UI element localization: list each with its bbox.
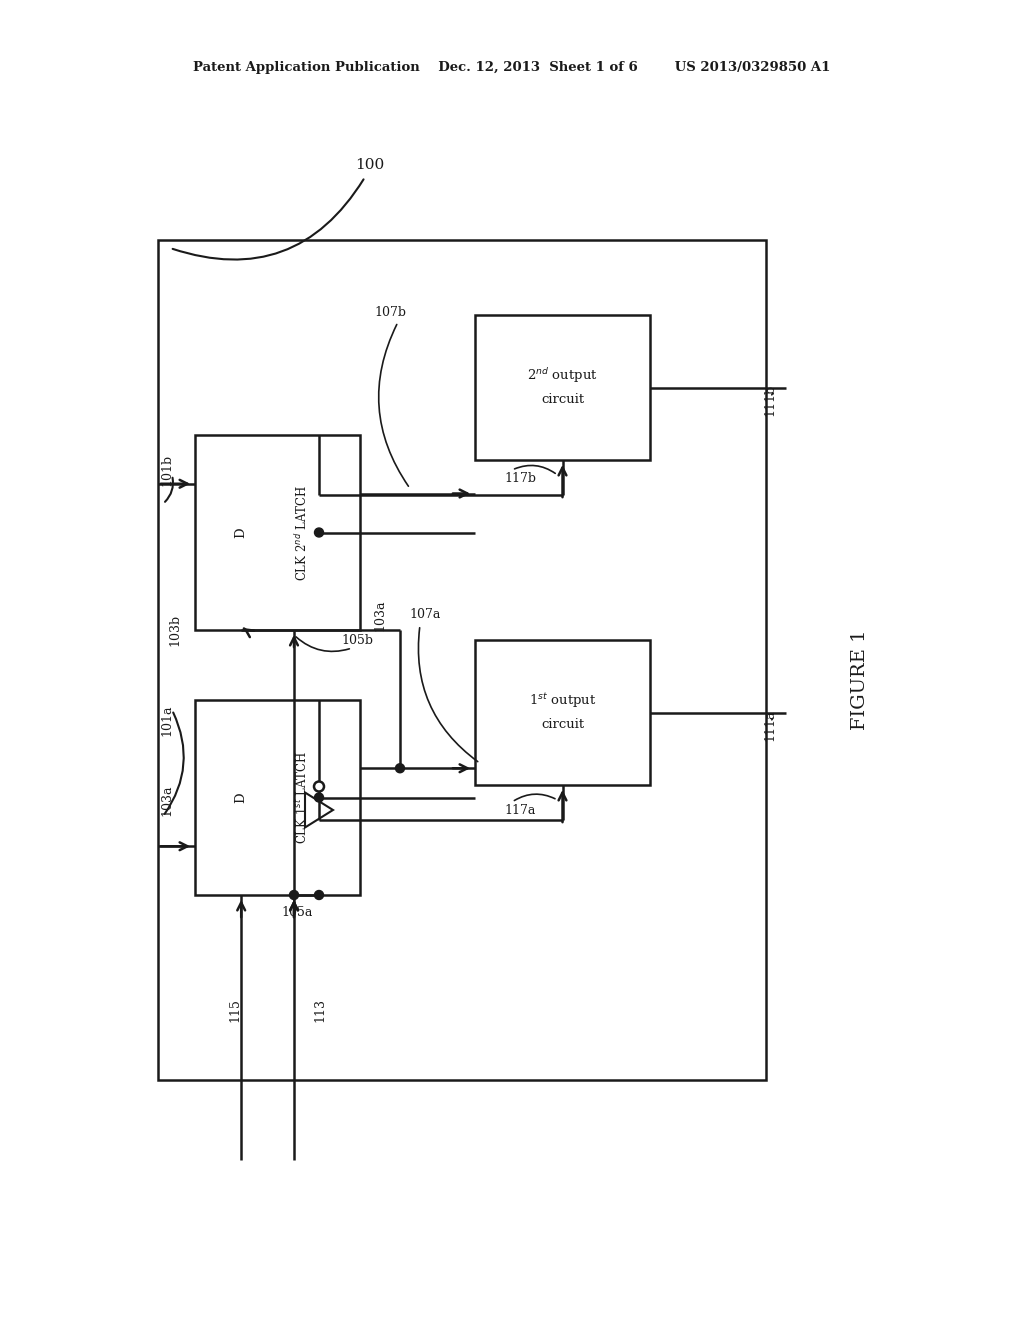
Text: 103a: 103a (161, 784, 173, 816)
Text: circuit: circuit (541, 393, 584, 407)
Text: 105b: 105b (341, 634, 373, 647)
Text: 117b: 117b (504, 471, 536, 484)
Bar (195, 700, 360, 895)
Bar (475, 315, 650, 459)
Text: 103a: 103a (374, 599, 386, 631)
Text: 100: 100 (355, 158, 385, 172)
Circle shape (290, 891, 299, 899)
Text: 1$^{st}$ output: 1$^{st}$ output (528, 692, 596, 710)
Text: 103b: 103b (169, 614, 181, 645)
Circle shape (314, 793, 324, 803)
Text: 117a: 117a (504, 804, 536, 817)
Text: 2$^{nd}$ output: 2$^{nd}$ output (527, 366, 598, 385)
Text: 111a: 111a (764, 709, 776, 741)
Text: FIGURE 1: FIGURE 1 (851, 630, 869, 730)
Text: 113: 113 (313, 998, 327, 1022)
Bar (195, 436, 360, 630)
Text: 101a: 101a (161, 705, 173, 735)
Text: D: D (234, 792, 248, 803)
Text: 105a: 105a (282, 906, 312, 919)
Text: circuit: circuit (541, 718, 584, 731)
Text: CLK 2$^{nd}$ LATCH: CLK 2$^{nd}$ LATCH (294, 484, 310, 581)
Text: 101b: 101b (161, 454, 173, 486)
Text: 111b: 111b (764, 384, 776, 416)
Circle shape (314, 781, 324, 792)
Bar (158, 240, 766, 1080)
Circle shape (314, 528, 324, 537)
Text: CLK 1$^{st}$ LATCH: CLK 1$^{st}$ LATCH (295, 751, 310, 843)
Text: 107b: 107b (374, 305, 406, 318)
Text: D: D (234, 527, 248, 537)
Circle shape (395, 764, 404, 772)
Bar (475, 640, 650, 785)
Text: 115: 115 (228, 998, 242, 1022)
Text: 107a: 107a (410, 609, 440, 622)
Text: Patent Application Publication    Dec. 12, 2013  Sheet 1 of 6        US 2013/032: Patent Application Publication Dec. 12, … (194, 62, 830, 74)
Circle shape (314, 891, 324, 899)
